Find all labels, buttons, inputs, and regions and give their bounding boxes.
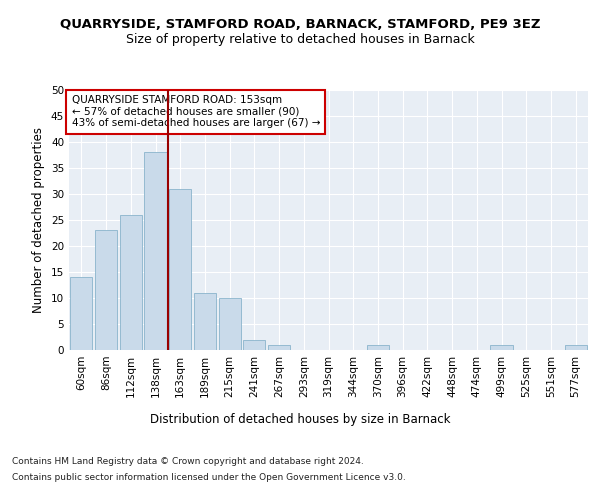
Bar xyxy=(218,298,241,350)
Bar xyxy=(243,340,265,350)
Bar xyxy=(95,230,117,350)
Text: Size of property relative to detached houses in Barnack: Size of property relative to detached ho… xyxy=(125,32,475,46)
Bar xyxy=(367,345,389,350)
Text: Contains HM Land Registry data © Crown copyright and database right 2024.: Contains HM Land Registry data © Crown c… xyxy=(12,458,364,466)
Bar xyxy=(70,277,92,350)
Bar xyxy=(490,345,512,350)
Bar xyxy=(169,189,191,350)
Text: QUARRYSIDE, STAMFORD ROAD, BARNACK, STAMFORD, PE9 3EZ: QUARRYSIDE, STAMFORD ROAD, BARNACK, STAM… xyxy=(60,18,540,30)
Text: QUARRYSIDE STAMFORD ROAD: 153sqm
← 57% of detached houses are smaller (90)
43% o: QUARRYSIDE STAMFORD ROAD: 153sqm ← 57% o… xyxy=(71,95,320,128)
Bar xyxy=(565,345,587,350)
Y-axis label: Number of detached properties: Number of detached properties xyxy=(32,127,46,313)
Text: Distribution of detached houses by size in Barnack: Distribution of detached houses by size … xyxy=(150,412,450,426)
Bar xyxy=(145,152,167,350)
Text: Contains public sector information licensed under the Open Government Licence v3: Contains public sector information licen… xyxy=(12,472,406,482)
Bar xyxy=(194,293,216,350)
Bar xyxy=(119,215,142,350)
Bar xyxy=(268,345,290,350)
